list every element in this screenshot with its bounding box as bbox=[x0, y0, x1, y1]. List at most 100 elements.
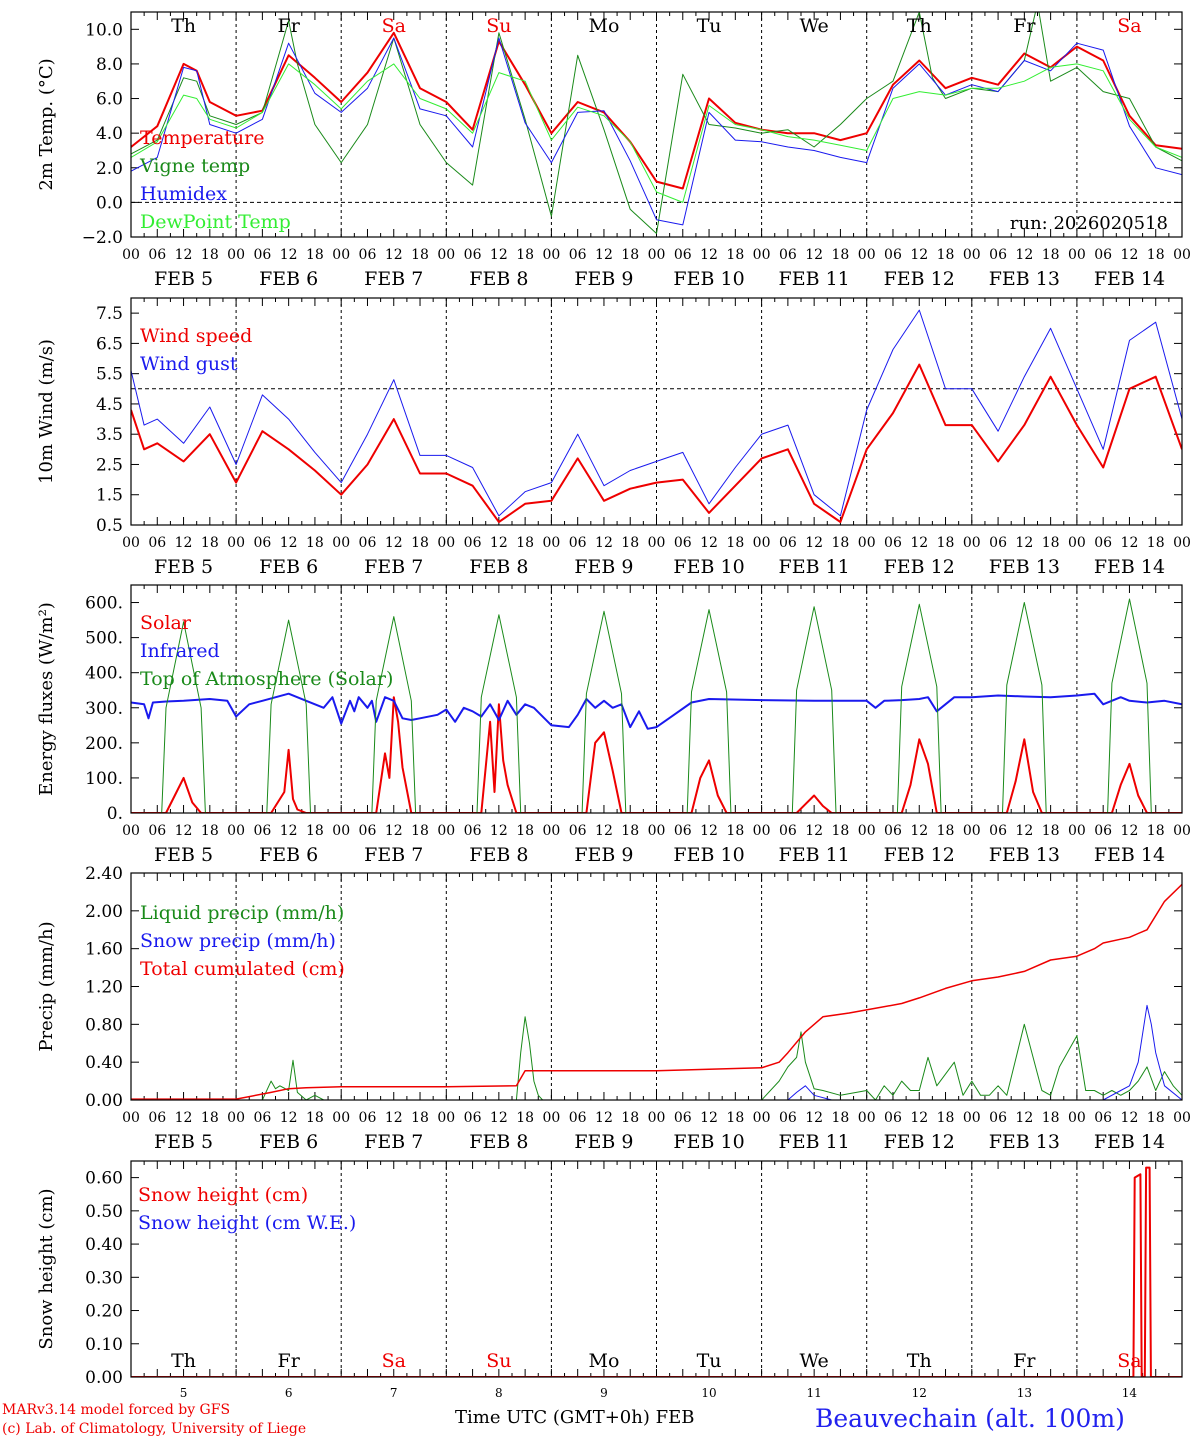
series-liquid-precip-mm-h bbox=[131, 1016, 1182, 1100]
hour-tick-label: 12 bbox=[1121, 823, 1139, 839]
hour-tick-label: 12 bbox=[1015, 247, 1033, 263]
weekday-label: Th bbox=[171, 1350, 196, 1372]
hour-tick-label: 12 bbox=[1121, 1110, 1139, 1126]
hour-tick-label: 00 bbox=[542, 247, 560, 263]
legend-snow-height-cm: Snow height (cm) bbox=[138, 1184, 308, 1206]
day-tick-label: FEB 9 bbox=[574, 556, 633, 578]
hour-tick-label: 00 bbox=[227, 823, 245, 839]
legend-total-cumulated-cm: Total cumulated (cm) bbox=[140, 958, 345, 980]
hour-tick-label: 06 bbox=[359, 535, 377, 551]
day-tick-label: 6 bbox=[285, 1386, 293, 1400]
hour-tick-label: 06 bbox=[674, 1110, 692, 1126]
hour-tick-label: 06 bbox=[779, 1110, 797, 1126]
hour-tick-label: 18 bbox=[1147, 535, 1165, 551]
time-axis-title: Time UTC (GMT+0h) FEB bbox=[455, 1407, 694, 1428]
hour-tick-label: 00 bbox=[1068, 1110, 1086, 1126]
hour-tick-label: 18 bbox=[832, 535, 850, 551]
day-tick-label: FEB 11 bbox=[779, 844, 850, 866]
day-tick-label: FEB 6 bbox=[259, 844, 318, 866]
y-tick-label: 0.00 bbox=[85, 1091, 123, 1111]
hour-tick-label: 12 bbox=[1015, 823, 1033, 839]
hour-tick-label: 00 bbox=[858, 1110, 876, 1126]
hour-tick-label: 18 bbox=[726, 535, 744, 551]
hour-tick-label: 06 bbox=[1094, 247, 1112, 263]
time-axis-title-text: Time UTC (GMT+0h) bbox=[455, 1407, 650, 1428]
day-tick-label: FEB 7 bbox=[364, 556, 423, 578]
hour-tick-label: 06 bbox=[359, 823, 377, 839]
hour-tick-label: 12 bbox=[700, 1110, 718, 1126]
day-tick-label: 14 bbox=[1122, 1386, 1138, 1400]
y-tick-label: 400. bbox=[85, 664, 123, 684]
day-tick-label: FEB 8 bbox=[469, 268, 528, 290]
hour-tick-label: 18 bbox=[201, 823, 219, 839]
day-tick-label: FEB 5 bbox=[154, 1131, 213, 1153]
y-tick-label: 0.60 bbox=[85, 1169, 123, 1189]
legend-snow-precip-mm-h: Snow precip (mm/h) bbox=[140, 930, 336, 952]
y-axis-label: 2m Temp. (°C) bbox=[36, 58, 57, 190]
legend-humidex: Humidex bbox=[140, 183, 227, 205]
y-tick-label: 200. bbox=[85, 734, 123, 754]
hour-tick-label: 18 bbox=[1042, 247, 1060, 263]
hour-tick-label: 00 bbox=[648, 1110, 666, 1126]
hour-tick-label: 18 bbox=[306, 1110, 324, 1126]
hour-tick-label: 12 bbox=[385, 1110, 403, 1126]
hour-tick-label: 18 bbox=[1042, 1110, 1060, 1126]
hour-tick-label: 00 bbox=[122, 823, 140, 839]
day-tick-label: FEB 14 bbox=[1094, 268, 1165, 290]
hour-tick-label: 12 bbox=[280, 823, 298, 839]
y-tick-label: −2.0 bbox=[82, 228, 123, 248]
day-tick-label: FEB 10 bbox=[673, 556, 744, 578]
hour-tick-label: 18 bbox=[726, 1110, 744, 1126]
legend-wind-gust: Wind gust bbox=[140, 353, 238, 375]
hour-tick-label: 12 bbox=[700, 535, 718, 551]
hour-tick-label: 12 bbox=[175, 1110, 193, 1126]
hour-tick-label: 12 bbox=[280, 535, 298, 551]
y-tick-label: 0.00 bbox=[85, 1368, 123, 1388]
day-tick-label: FEB 14 bbox=[1094, 556, 1165, 578]
hour-tick-label: 12 bbox=[910, 1110, 928, 1126]
hour-tick-label: 18 bbox=[937, 247, 955, 263]
hour-tick-label: 00 bbox=[963, 535, 981, 551]
day-tick-label: FEB 9 bbox=[574, 268, 633, 290]
hour-tick-label: 06 bbox=[674, 823, 692, 839]
panel-2: 0.5 1.5 2.5 3.5 4.5 5.5 6.5 7.5 10m Wind (m/s) Wi… bbox=[36, 297, 1191, 578]
day-tick-label: FEB 13 bbox=[989, 556, 1060, 578]
hour-tick-label: 06 bbox=[674, 535, 692, 551]
y-tick-label: 600. bbox=[85, 594, 123, 614]
series-temperature bbox=[131, 31, 1182, 190]
hour-tick-label: 12 bbox=[175, 535, 193, 551]
hour-tick-label: 00 bbox=[542, 823, 560, 839]
series-wind-speed bbox=[131, 363, 1182, 523]
hour-tick-label: 12 bbox=[700, 823, 718, 839]
day-tick-label: FEB 12 bbox=[884, 1131, 955, 1153]
hour-tick-label: 18 bbox=[306, 823, 324, 839]
hour-tick-label: 18 bbox=[937, 823, 955, 839]
y-axis-label: Snow height (cm) bbox=[36, 1188, 57, 1349]
series-snow-precip-mm-h bbox=[131, 1004, 1182, 1100]
hour-tick-label: 12 bbox=[385, 247, 403, 263]
hour-tick-label: 06 bbox=[253, 1110, 271, 1126]
y-axis-label: Energy fluxes (W/m²) bbox=[36, 602, 57, 796]
day-tick-label: FEB 13 bbox=[989, 268, 1060, 290]
day-tick-label: 9 bbox=[600, 1386, 608, 1400]
hour-tick-label: 06 bbox=[989, 1110, 1007, 1126]
hour-tick-label: 06 bbox=[1094, 1110, 1112, 1126]
hour-tick-label: 00 bbox=[753, 247, 771, 263]
day-tick-label: FEB 5 bbox=[154, 556, 213, 578]
y-axis-label: Precip (mm/h) bbox=[36, 921, 57, 1051]
y-tick-label: 0.80 bbox=[85, 1015, 123, 1035]
run-label: run: 2026020518 bbox=[1010, 213, 1168, 234]
hour-tick-label: 18 bbox=[516, 823, 534, 839]
y-tick-label: 2.00 bbox=[85, 902, 123, 922]
weekday-label: Sa bbox=[382, 1350, 406, 1372]
hour-tick-label: 12 bbox=[385, 823, 403, 839]
day-tick-label: 11 bbox=[807, 1386, 822, 1400]
hour-tick-label: 00 bbox=[963, 247, 981, 263]
hour-tick-label: 00 bbox=[753, 535, 771, 551]
weekday-label: Fr bbox=[278, 15, 301, 37]
hour-tick-label: 00 bbox=[753, 823, 771, 839]
hour-tick-label: 00 bbox=[858, 823, 876, 839]
weekday-label: Th bbox=[907, 1350, 932, 1372]
day-tick-label: FEB 8 bbox=[469, 844, 528, 866]
